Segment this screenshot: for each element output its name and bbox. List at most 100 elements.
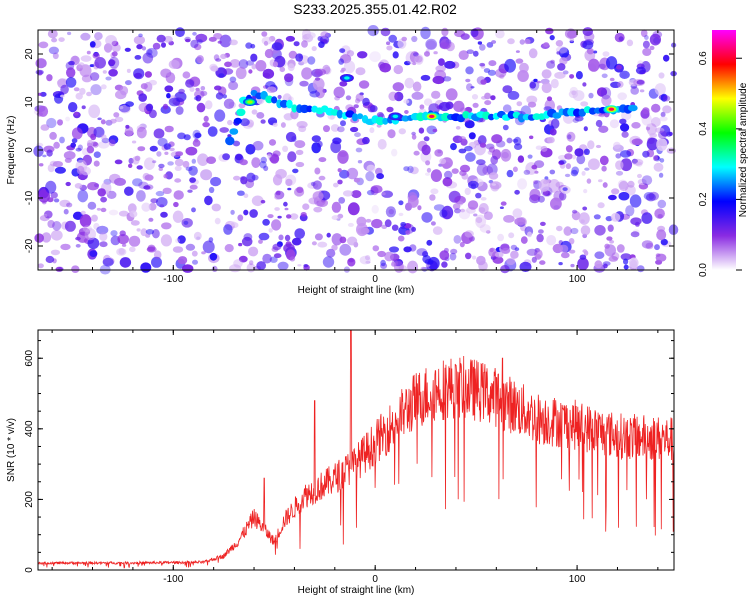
- spectrogram-cell: [642, 107, 650, 115]
- spectrogram-cell: [381, 192, 386, 196]
- spectrogram-cell: [108, 69, 118, 77]
- spectrogram-cell: [38, 41, 49, 49]
- spectrogram-cell: [65, 181, 71, 187]
- spectrogram-cell: [617, 92, 627, 101]
- spectrogram-cell: [343, 60, 356, 74]
- spectrogram-cell: [197, 153, 209, 166]
- spectrogram-cell: [370, 185, 383, 194]
- spectrogram-cell: [609, 77, 615, 82]
- spectrogram-cell: [637, 173, 642, 179]
- spectrogram-cell: [57, 119, 63, 126]
- spectrogram-cell: [128, 163, 133, 168]
- spectrogram-cell: [189, 184, 198, 190]
- figure-title: S233.2025.355.01.42.R02: [293, 1, 457, 17]
- spectrogram-cell: [71, 265, 80, 274]
- spectrogram-cell: [526, 95, 538, 104]
- spectrogram-cell: [616, 64, 622, 70]
- spectrogram-cell: [658, 172, 664, 178]
- spectrogram-cell: [503, 215, 515, 223]
- spectrogram-cell: [271, 219, 282, 231]
- spectrogram-cell: [495, 68, 507, 78]
- spectrogram-cell: [168, 59, 180, 69]
- spectrogram-cell: [152, 42, 161, 50]
- spectrogram-cell: [583, 126, 588, 132]
- spectrogram-cell: [431, 90, 441, 99]
- spectrogram-cell: [366, 164, 376, 173]
- spectrogram-cell: [92, 52, 100, 59]
- spectrogram-cell: [248, 246, 259, 257]
- spectrogram-cell: [46, 74, 53, 82]
- spectrogram-cell: [608, 256, 619, 262]
- spectrogram-cell: [156, 197, 168, 208]
- spectrogram-cell: [595, 144, 602, 149]
- spectrogram-cell: [313, 206, 323, 213]
- spectrogram-cell: [145, 103, 154, 112]
- spectrogram-cell: [285, 131, 297, 143]
- spectrogram-cell: [398, 200, 404, 206]
- spectrogram-cell: [603, 263, 608, 269]
- spectrogram-cell: [549, 169, 556, 175]
- spectrogram-cell: [425, 172, 430, 176]
- spectrogram-cell: [629, 194, 642, 208]
- colorbar-ticks: 0.0 0.2 0.4 0.6: [698, 51, 742, 277]
- spectrogram-cell: [163, 174, 168, 179]
- spectrogram-cell: [58, 37, 65, 42]
- spectrogram-cell: [114, 159, 123, 165]
- spectrogram-cell: [439, 158, 447, 165]
- spectrogram-cell: [414, 54, 424, 65]
- spectrogram-cell: [649, 33, 662, 46]
- y-tick-label: 0: [24, 147, 35, 153]
- spectrogram-cell: [449, 252, 457, 261]
- spectrogram-cell: [284, 73, 294, 83]
- spectrogram-cell: [646, 137, 659, 151]
- spectrogram-cell: [124, 126, 134, 137]
- spectrogram-cell: [145, 233, 151, 238]
- spectrogram-cell: [59, 199, 71, 208]
- spectrogram-cell: [501, 247, 511, 254]
- spectrogram-cell: [401, 36, 408, 42]
- spectrogram-cell: [118, 105, 124, 110]
- spectrogram-cell: [302, 203, 310, 210]
- spectrogram-cell: [459, 170, 467, 176]
- spectrogram-cell: [189, 86, 195, 92]
- spectrogram-cell: [92, 142, 99, 148]
- spectrogram-cell: [339, 48, 346, 53]
- spectrogram-cell: [89, 41, 96, 48]
- spectrogram-cell: [56, 79, 66, 86]
- spectrogram-cell: [473, 50, 479, 57]
- spectrogram-cell: [156, 151, 162, 157]
- spectrogram-cell: [262, 68, 275, 79]
- spectrogram-cell: [582, 82, 587, 87]
- spectrogram-cell: [54, 166, 66, 174]
- spectrogram-cell: [651, 117, 661, 127]
- spectrogram-cell: [563, 226, 572, 236]
- spectrogram-cell: [439, 250, 450, 261]
- spectrogram-cell: [642, 40, 650, 49]
- spectrogram-cell: [259, 160, 267, 169]
- spectrogram-cell: [404, 77, 415, 89]
- spectrogram-cell: [320, 31, 329, 39]
- spectrogram-cell: [129, 210, 138, 218]
- colorbar-gradient: [712, 30, 736, 270]
- spectrogram-cell: [656, 138, 668, 151]
- spectrogram-cell: [353, 177, 361, 183]
- spectrogram-cell: [173, 201, 179, 208]
- spectrogram-cell: [376, 173, 384, 180]
- spectrogram-cell: [151, 256, 162, 268]
- spectrogram-cell: [414, 55, 423, 63]
- spectrogram-cell: [398, 128, 406, 135]
- spectrogram-cell: [517, 155, 525, 163]
- spectrogram-cell: [473, 213, 478, 217]
- spectrogram-cell: [365, 255, 371, 261]
- spectrogram-cell: [355, 93, 364, 102]
- spectrogram-cell: [586, 178, 592, 184]
- spectrogram-cell: [495, 29, 505, 39]
- spectrogram-cell: [274, 207, 280, 211]
- spectrogram-cell: [75, 244, 81, 248]
- spectrogram-cell: [86, 145, 95, 154]
- spectrogram-cell: [245, 144, 256, 155]
- spectrogram-cell: [191, 207, 196, 213]
- spectrogram-cell: [76, 165, 85, 175]
- x-tick-label: 0: [372, 274, 378, 285]
- spectrogram-cell: [550, 197, 562, 210]
